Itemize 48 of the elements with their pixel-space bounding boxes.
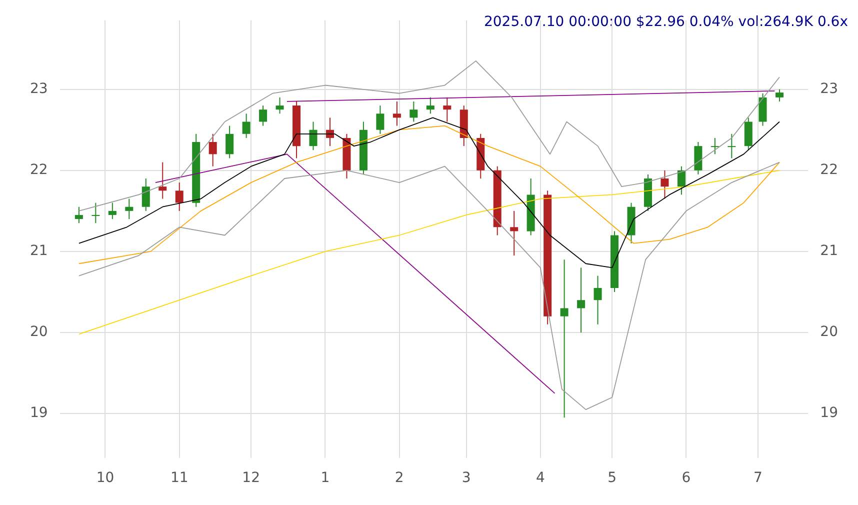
x-tick-label: 6 [682,470,691,486]
chart-title: 2025.07.10 00:00:00 $22.96 0.04% vol:264.9K 0.6x [484,14,848,30]
candlestick [208,133,217,167]
y-tick-label: 22 [30,162,48,178]
y2-tick-label: 20 [820,324,838,340]
candlestick [226,125,234,159]
y2-tick-label: 22 [820,162,838,178]
x-tick-label: 2 [394,470,404,486]
y-tick-label: 21 [30,243,48,260]
candlestick [594,275,602,325]
candlestick [677,166,686,196]
candlestick [125,198,134,220]
x-tick-label: 3 [462,470,471,486]
candlestick [426,96,434,114]
candlestick [577,267,586,334]
x-tick-label: 12 [242,470,260,486]
y-tick-label: 19 [30,405,48,422]
candlestick [309,121,318,151]
candlestick [560,259,568,418]
candlestick [259,105,268,126]
candlestick [242,113,250,138]
candlestick [74,206,83,224]
candlestick [158,162,167,200]
y-tick-label: 23 [30,80,48,97]
x-tick-label: 5 [608,470,617,486]
y2-tick-label: 19 [820,405,838,422]
candlestick [142,178,150,212]
y-tick-label: 20 [30,324,48,340]
candlestick [92,202,100,224]
candlestick [443,96,452,122]
candlestick [276,96,284,114]
candlestick [510,210,518,256]
x-tick-label: 4 [536,470,545,486]
candlestick [775,88,784,102]
y2-tick-label: 21 [820,243,838,260]
candlestick [728,133,736,159]
y2-tick-label: 23 [820,80,838,97]
candlestick [410,100,418,122]
x-tick-label: 11 [170,470,188,486]
x-tick-label: 10 [96,470,114,486]
candlestick [376,105,384,134]
x-tick-label: 7 [754,470,762,486]
candlestick [660,170,669,200]
candlestick [175,182,184,212]
candlestick [392,100,401,126]
candlestick [108,202,116,220]
x-tick-label: 1 [320,470,330,486]
candlestick [710,137,719,155]
